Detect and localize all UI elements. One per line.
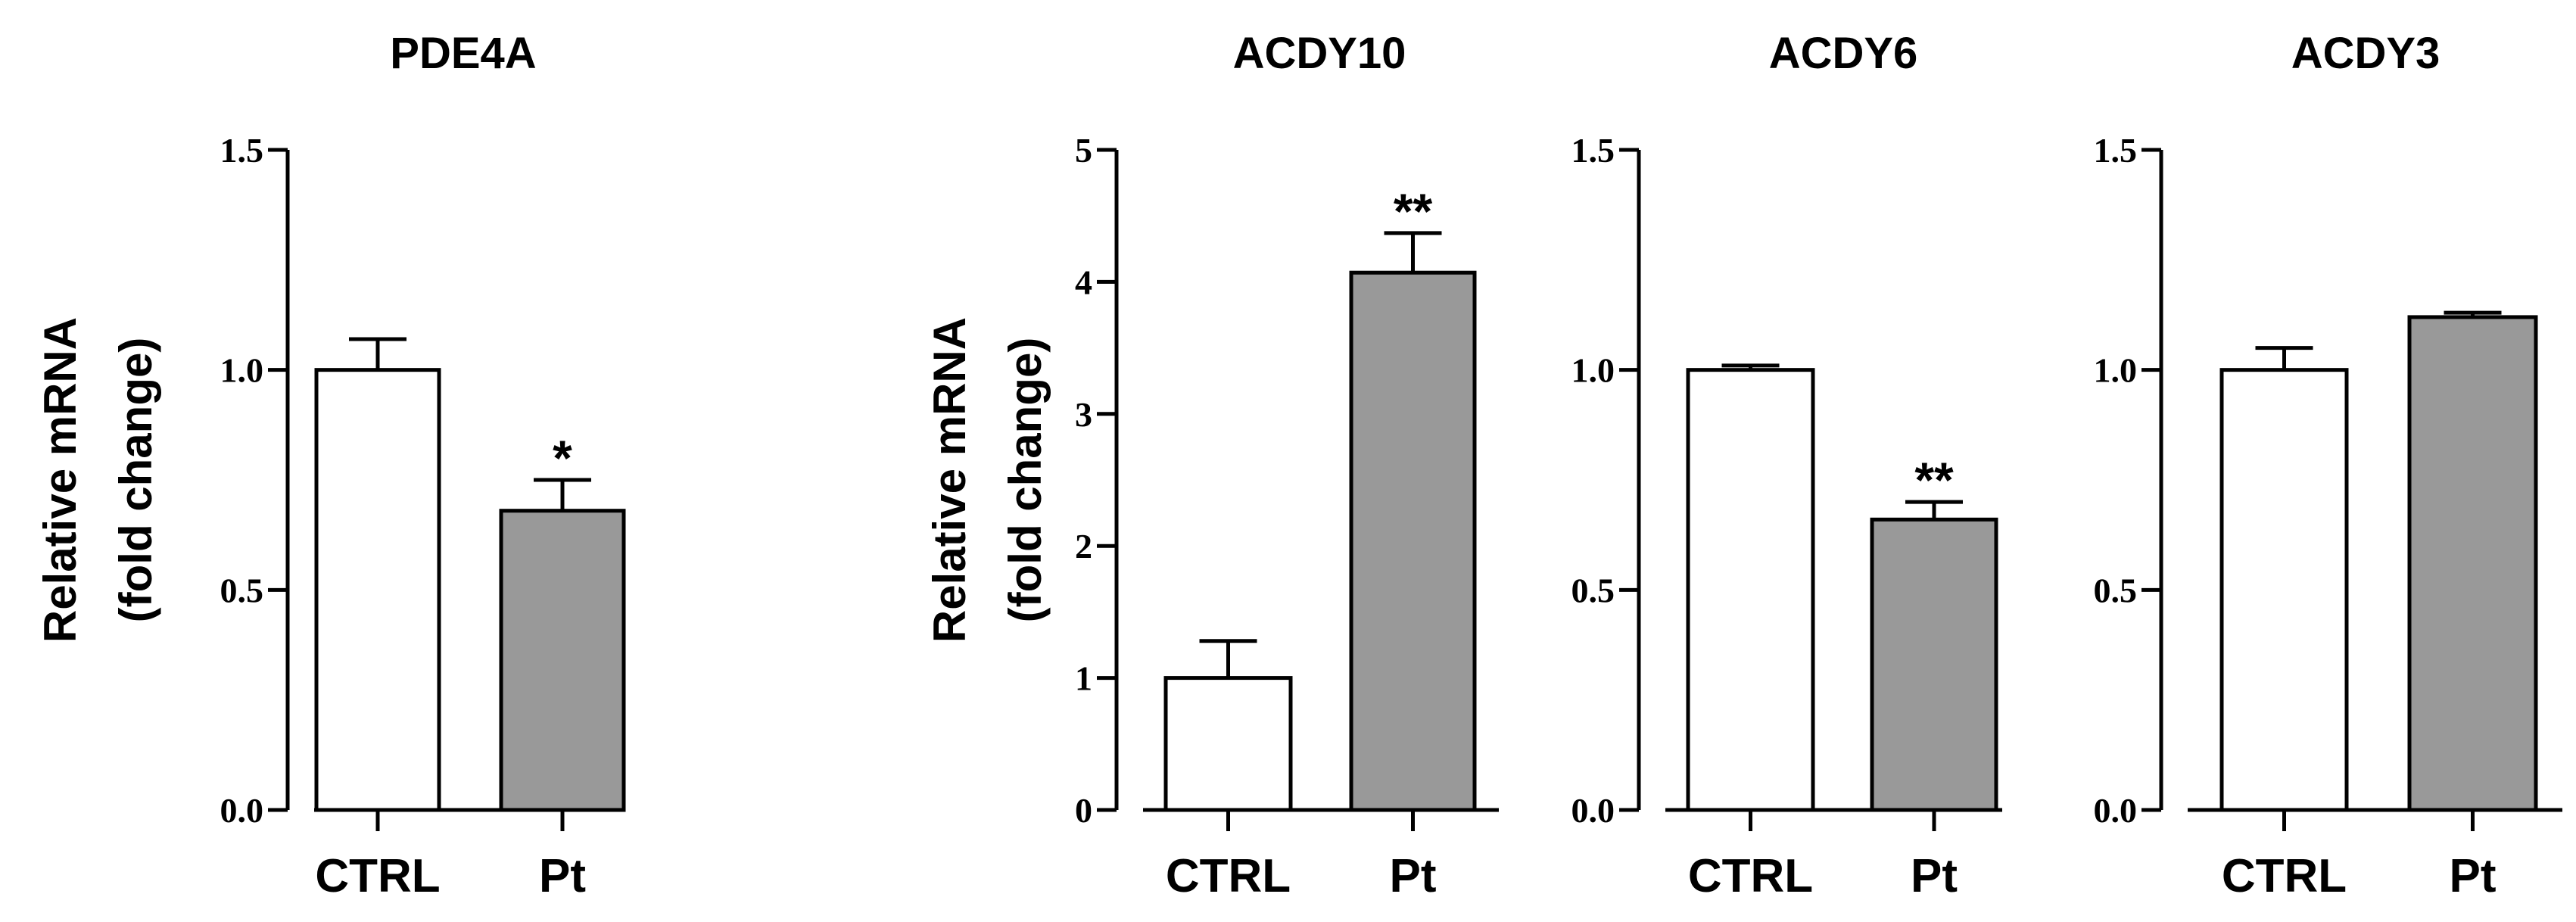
y-tick-label: 3 <box>1075 395 1092 434</box>
y-tick-label: 1.5 <box>220 131 264 170</box>
y-tick-label: 1.0 <box>2094 351 2138 390</box>
y-tick-label: 0.5 <box>1571 571 1615 609</box>
significance-marker: * <box>553 430 572 486</box>
y-tick-label: 1.0 <box>220 351 264 390</box>
bar-pt <box>499 509 626 812</box>
y-tick-label: 1 <box>1075 659 1092 698</box>
chart-panel-acdy3: ACDY3 0.0 0.5 1.0 1.5 CTRL Pt <box>2094 29 2562 902</box>
y-tick-label: 1.5 <box>1571 131 1615 170</box>
chart-title: ACDY3 <box>2291 29 2441 78</box>
chart-title: ACDY10 <box>1233 29 1406 78</box>
bar-ctrl <box>1163 676 1293 812</box>
chart-title: ACDY6 <box>1769 29 1918 78</box>
y-tick-label: 0.5 <box>2094 571 2138 609</box>
y-tick-label: 0 <box>1075 791 1092 830</box>
chart-panel-pde4a: PDE4A Relative mRNA (fold change) 0.0 0.5 1.0… <box>35 29 626 902</box>
bar-ctrl <box>314 368 441 812</box>
x-tick-label: CTRL <box>1688 850 1813 902</box>
bar-ctrl <box>1686 368 1815 812</box>
significance-marker: ** <box>1394 183 1433 239</box>
chart-panel-acdy10: ACDY10 Relative mRNA (fold change) 0 1 2 3 4 5 CT… <box>924 29 1499 902</box>
chart-title: PDE4A <box>390 29 536 78</box>
y-tick-label: 1.5 <box>2094 131 2138 170</box>
bar-pt <box>1870 517 1998 812</box>
chart-panel-acdy6: ACDY6 0.0 0.5 1.0 1.5 CTRL Pt ** <box>1571 29 2002 902</box>
x-tick-label: Pt <box>2450 850 2497 902</box>
y-axis-label: Relative mRNA <box>924 317 975 643</box>
y-axis-label: Relative mRNA <box>35 317 86 643</box>
y-tick-label: 4 <box>1075 263 1092 301</box>
x-tick-label: Pt <box>1390 850 1437 902</box>
x-tick-label: Pt <box>539 850 586 902</box>
y-tick-label: 0.5 <box>220 571 264 609</box>
y-axis-label: (fold change) <box>1000 338 1051 623</box>
significance-marker: ** <box>1914 452 1954 508</box>
bar-pt <box>1349 270 1477 812</box>
x-tick-label: CTRL <box>315 850 440 902</box>
x-tick-label: CTRL <box>1166 850 1291 902</box>
y-tick-label: 2 <box>1075 527 1092 565</box>
y-tick-label: 0.0 <box>1571 791 1615 830</box>
x-tick-label: CTRL <box>2222 850 2347 902</box>
bar-pt <box>2407 315 2538 812</box>
y-axis-label: (fold change) <box>111 338 161 623</box>
y-tick-label: 5 <box>1075 131 1092 170</box>
y-tick-label: 1.0 <box>1571 351 1615 390</box>
bar-ctrl <box>2219 368 2349 812</box>
x-tick-label: Pt <box>1911 850 1958 902</box>
y-tick-label: 0.0 <box>2094 791 2138 830</box>
y-tick-label: 0.0 <box>220 791 264 830</box>
